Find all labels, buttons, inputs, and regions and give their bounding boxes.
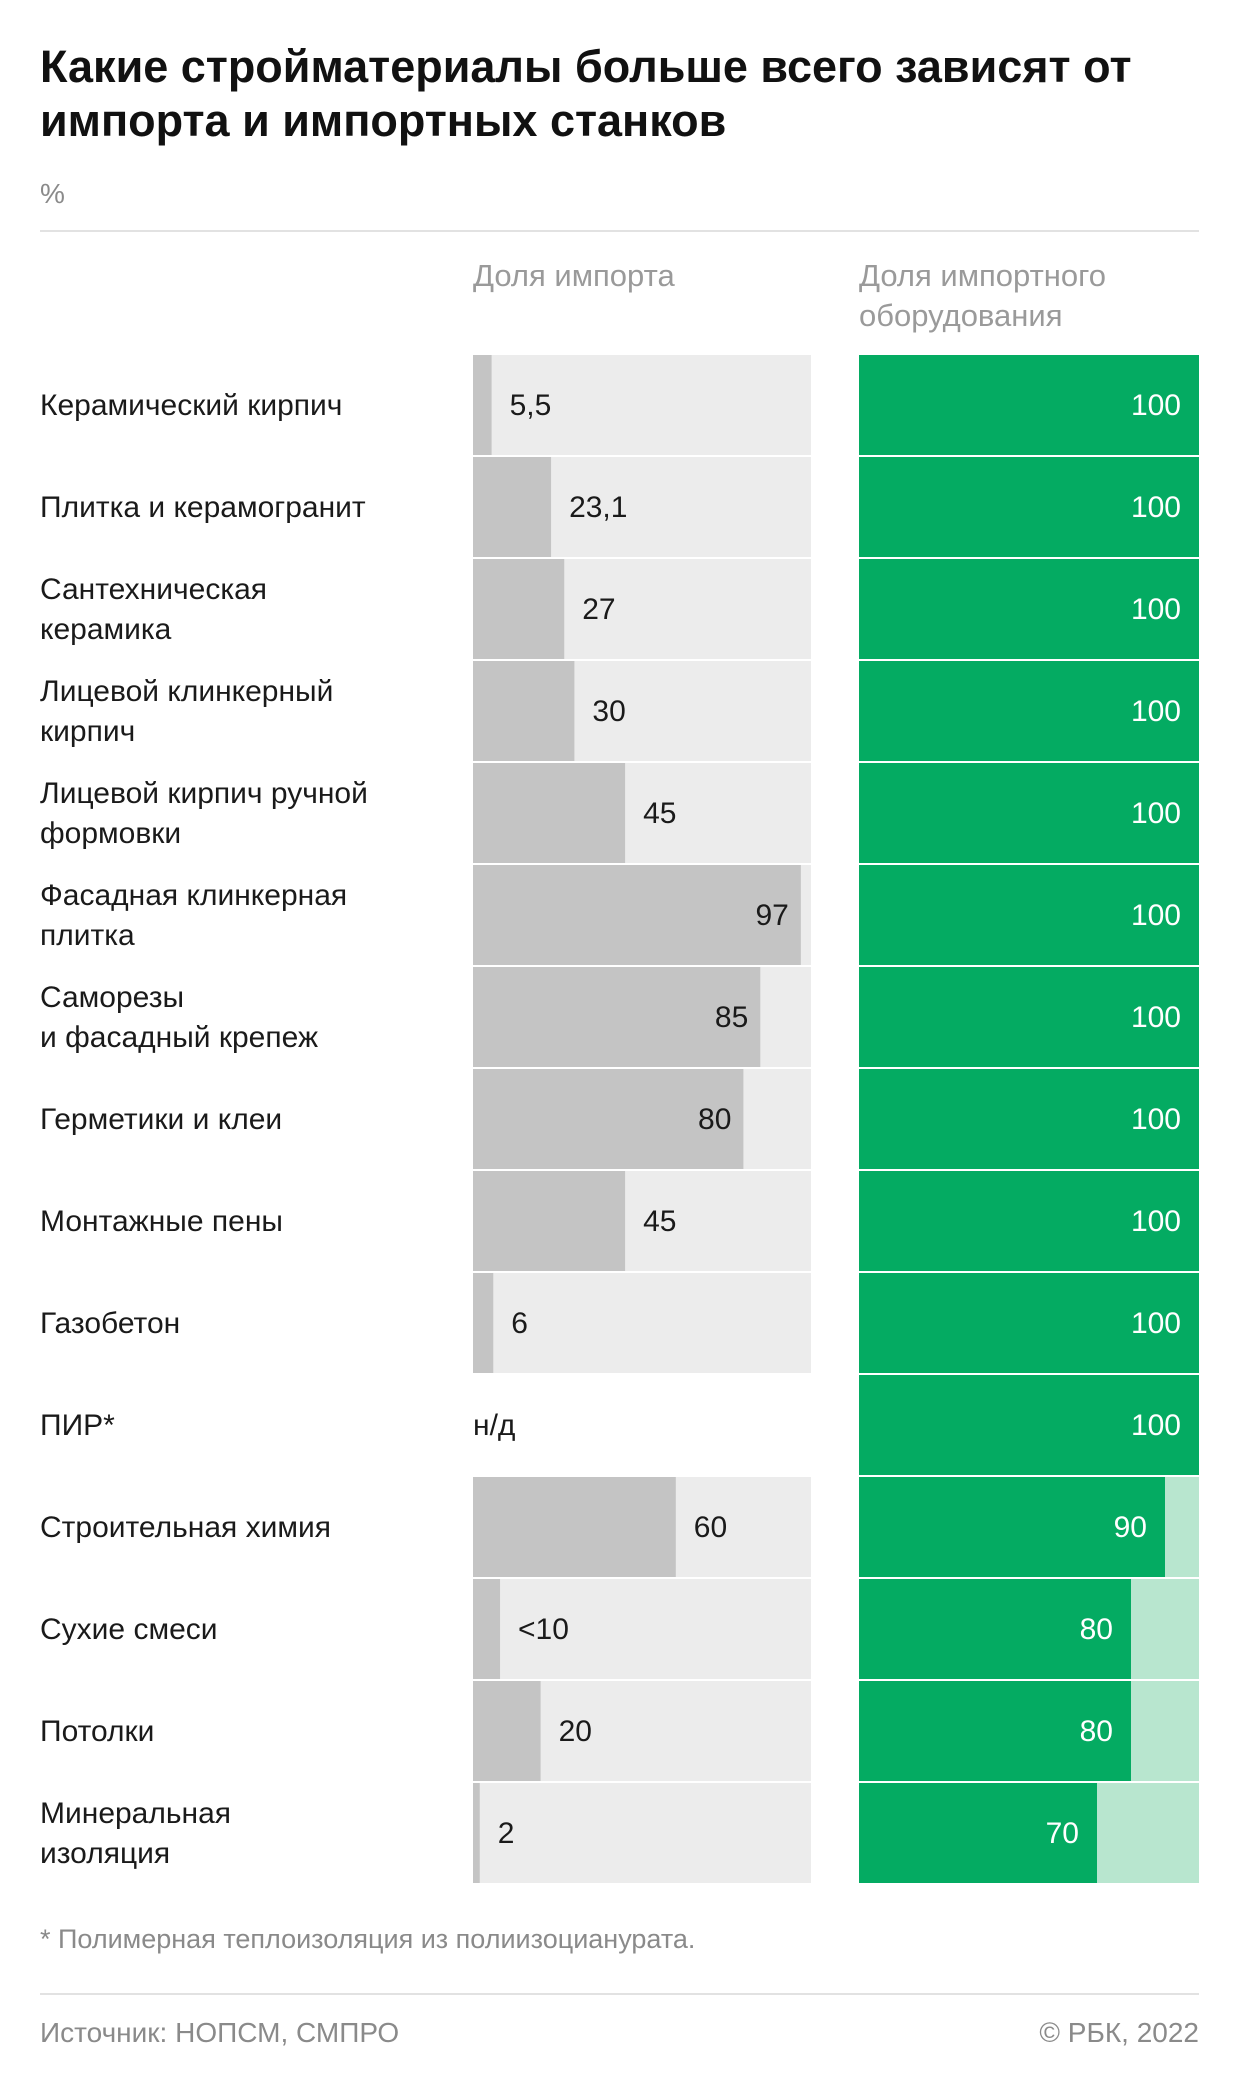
import-bar [473, 865, 801, 965]
import-value-label: 45 [643, 797, 676, 830]
column-header-equipment-share: Доля импортного оборудования [859, 258, 1107, 333]
import-value-label: 60 [694, 1511, 727, 1544]
category-label: Сухие смеси [40, 1613, 218, 1646]
import-value-label: <10 [518, 1613, 569, 1646]
equipment-value-label: 100 [1131, 1001, 1181, 1034]
import-value-label: 6 [511, 1307, 528, 1340]
import-value-label: 5,5 [510, 389, 552, 422]
top-divider [40, 230, 1199, 232]
equipment-value-label: 80 [1080, 1613, 1113, 1646]
equipment-value-label: 80 [1080, 1715, 1113, 1748]
equipment-value-label: 100 [1131, 1205, 1181, 1238]
equipment-value-label: 100 [1131, 899, 1181, 932]
equipment-bar [859, 763, 1199, 863]
category-label: Лицевой клинкерный кирпич [40, 675, 333, 748]
import-bar [473, 763, 626, 863]
import-bar [473, 457, 552, 557]
equipment-value-label: 100 [1131, 1409, 1181, 1442]
import-track [473, 355, 811, 455]
equipment-bar [859, 865, 1199, 965]
equipment-bar [859, 1273, 1199, 1373]
import-bar [473, 1783, 480, 1883]
equipment-bar [859, 1783, 1097, 1883]
import-value-label: 85 [715, 1001, 748, 1034]
equipment-bar [859, 1375, 1199, 1475]
category-label: ПИР* [40, 1409, 115, 1442]
import-value-label: 27 [582, 593, 615, 626]
import-bar [473, 355, 492, 455]
equipment-bar [859, 559, 1199, 659]
category-label: Монтажные пены [40, 1205, 283, 1238]
import-bar [473, 661, 575, 761]
bottom-divider [40, 1993, 1199, 1995]
equipment-value-label: 100 [1131, 491, 1181, 524]
equipment-value-label: 100 [1131, 593, 1181, 626]
equipment-bar [859, 1069, 1199, 1169]
category-label: Строительная химия [40, 1511, 331, 1544]
import-track [473, 1579, 811, 1679]
unit-label: % [40, 178, 65, 209]
equipment-bar [859, 1579, 1131, 1679]
import-bar [473, 559, 565, 659]
import-bar [473, 1477, 676, 1577]
footnote: * Полимерная теплоизоляция из полиизоциа… [40, 1924, 696, 1954]
equipment-bar [859, 661, 1199, 761]
equipment-bar [859, 967, 1199, 1067]
equipment-value-label: 100 [1131, 1103, 1181, 1136]
category-label: Потолки [40, 1715, 154, 1748]
category-label: Лицевой кирпич ручной формовки [40, 777, 368, 850]
category-label: Саморезы и фасадный крепеж [40, 981, 318, 1054]
import-bar [473, 1171, 626, 1271]
category-label: Минеральная изоляция [40, 1797, 231, 1870]
equipment-value-label: 70 [1046, 1817, 1079, 1850]
category-label: Газобетон [40, 1307, 180, 1340]
import-track [473, 1783, 811, 1883]
import-value-label: 23,1 [569, 491, 627, 524]
equipment-value-label: 100 [1131, 797, 1181, 830]
import-value-label: 30 [592, 695, 625, 728]
import-value-label: 20 [559, 1715, 592, 1748]
source-note: Источник: НОПСМ, СМПРО [40, 2017, 400, 2048]
import-value-label: 97 [755, 899, 788, 932]
category-label: Керамический кирпич [40, 389, 342, 422]
import-value-label: н/д [473, 1409, 515, 1442]
import-bar [473, 1069, 744, 1169]
equipment-bar [859, 1171, 1199, 1271]
category-label: Плитка и керамогранит [40, 491, 366, 524]
equipment-value-label: 100 [1131, 695, 1181, 728]
import-value-label: 80 [698, 1103, 731, 1136]
category-label: Сантехническая керамика [40, 573, 267, 646]
import-bar [473, 1681, 541, 1781]
column-header-import-share: Доля импорта [473, 258, 675, 293]
bar-chart: Керамический кирпич 5,5 100 Плитка и керамо… [40, 355, 1199, 1883]
import-bar [473, 967, 761, 1067]
import-value-label: 2 [498, 1817, 515, 1850]
equipment-bar [859, 1681, 1131, 1781]
category-label: Герметики и клеи [40, 1103, 282, 1136]
equipment-value-label: 90 [1114, 1511, 1147, 1544]
equipment-bar [859, 355, 1199, 455]
equipment-bar [859, 1477, 1165, 1577]
equipment-bar [859, 457, 1199, 557]
equipment-value-label: 100 [1131, 1307, 1181, 1340]
import-bar [473, 1273, 494, 1373]
import-value-label: 45 [643, 1205, 676, 1238]
import-track [473, 1273, 811, 1373]
equipment-value-label: 100 [1131, 389, 1181, 422]
import-bar [473, 1579, 501, 1679]
category-label: Фасадная клинкерная плитка [40, 879, 347, 952]
copyright: © РБК, 2022 [1039, 2017, 1199, 2048]
chart-title: Какие стройматериалы больше всего завися… [40, 41, 1132, 146]
